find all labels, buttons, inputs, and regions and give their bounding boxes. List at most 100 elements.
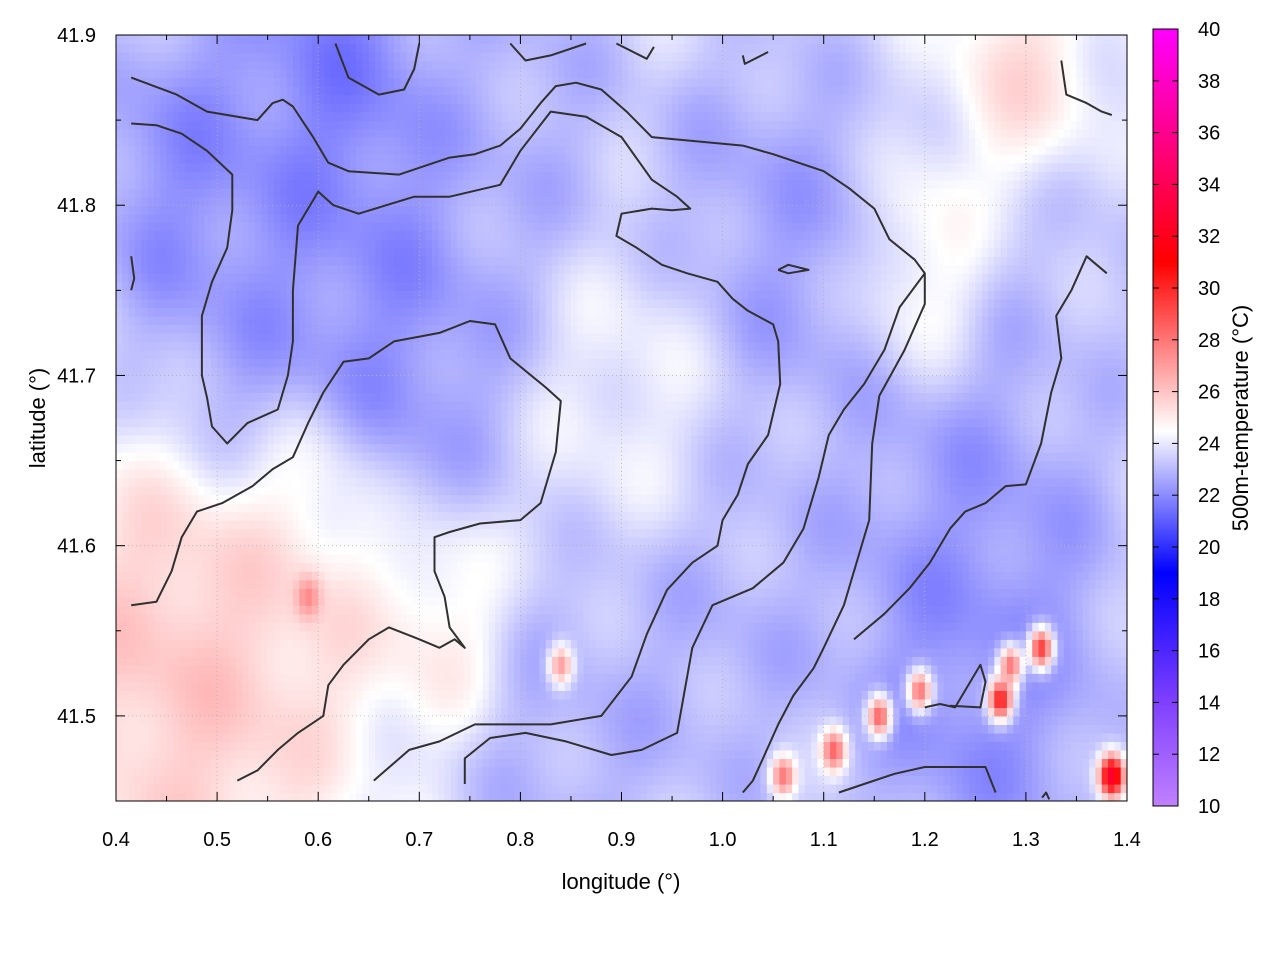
- heatmap-cell: [166, 715, 174, 725]
- heatmap-cell: [874, 741, 882, 751]
- heatmap-cell: [747, 630, 755, 640]
- heatmap-cell: [678, 758, 686, 768]
- heatmap-cell: [147, 630, 155, 640]
- heatmap-cell: [716, 613, 724, 623]
- heatmap-cell: [602, 630, 610, 640]
- heatmap-cell: [255, 639, 262, 649]
- heatmap-cell: [255, 698, 262, 708]
- heatmap-cell: [400, 681, 408, 691]
- heatmap-cell: [962, 622, 970, 632]
- heatmap-cell: [286, 639, 294, 649]
- heatmap-cell: [861, 537, 869, 547]
- heatmap-cell: [893, 741, 901, 751]
- heatmap-cell: [817, 766, 825, 777]
- heatmap-cell: [634, 766, 642, 777]
- heatmap-cell: [867, 732, 875, 743]
- heatmap-cell: [172, 639, 180, 649]
- heatmap-cell: [773, 605, 781, 615]
- heatmap-cell: [773, 758, 781, 768]
- heatmap-cell: [375, 596, 382, 606]
- heatmap-cell: [1101, 596, 1109, 606]
- heatmap-cell: [779, 562, 787, 572]
- heatmap-cell: [1006, 673, 1014, 683]
- heatmap-cell: [419, 596, 427, 606]
- heatmap-cell: [672, 630, 679, 640]
- heatmap-cell: [728, 596, 736, 606]
- heatmap-cell: [1051, 690, 1059, 700]
- heatmap-cell: [223, 545, 231, 555]
- heatmap-cell: [716, 698, 724, 708]
- heatmap-cell: [905, 545, 913, 555]
- heatmap-cell: [817, 605, 825, 615]
- heatmap-cell: [545, 562, 553, 572]
- heatmap-cell: [640, 656, 648, 666]
- heatmap-cell: [937, 758, 945, 768]
- heatmap-cell: [406, 588, 414, 598]
- heatmap-cell: [292, 545, 300, 555]
- heatmap-cell: [621, 775, 629, 785]
- heatmap-cell: [886, 690, 894, 700]
- heatmap-cell: [558, 613, 566, 623]
- heatmap-cell: [381, 545, 389, 555]
- heatmap-cell: [987, 647, 995, 657]
- heatmap-cell: [198, 571, 206, 581]
- heatmap-cell: [558, 664, 566, 674]
- heatmap-cell: [128, 758, 136, 768]
- heatmap-cell: [665, 622, 673, 632]
- heatmap-cell: [330, 766, 338, 777]
- heatmap-cell: [943, 656, 951, 666]
- heatmap-cell: [210, 647, 218, 657]
- heatmap-cell: [394, 690, 401, 700]
- heatmap-cell: [1038, 732, 1046, 743]
- heatmap-cell: [1019, 605, 1027, 615]
- heatmap-cell: [735, 639, 743, 649]
- heatmap-cell: [1051, 630, 1059, 640]
- heatmap-cell: [811, 715, 818, 725]
- heatmap-cell: [514, 630, 521, 640]
- heatmap-cell: [248, 724, 256, 734]
- heatmap-cell: [381, 681, 389, 691]
- heatmap-cell: [1025, 741, 1033, 751]
- heatmap-cell: [1057, 647, 1065, 657]
- heatmap-cell: [267, 537, 275, 547]
- heatmap-cell: [1032, 571, 1040, 581]
- heatmap-cell: [880, 579, 888, 589]
- heatmap-cell: [596, 690, 604, 700]
- heatmap-cell: [716, 707, 724, 717]
- heatmap-cell: [659, 647, 667, 657]
- heatmap-cell: [160, 698, 168, 708]
- heatmap-cell: [375, 766, 382, 777]
- heatmap-cell: [160, 537, 168, 547]
- heatmap-cell: [141, 783, 149, 794]
- heatmap-cell: [394, 673, 401, 683]
- heatmap-cell: [817, 630, 825, 640]
- heatmap-cell: [931, 775, 939, 785]
- heatmap-cell: [419, 775, 427, 785]
- heatmap-cell: [981, 622, 989, 632]
- heatmap-cell: [1070, 554, 1078, 564]
- heatmap-cell: [880, 605, 888, 615]
- heatmap-cell: [1101, 690, 1109, 700]
- heatmap-cell: [520, 724, 528, 734]
- heatmap-cell: [394, 775, 401, 785]
- heatmap-cell: [836, 749, 844, 760]
- heatmap-cell: [684, 647, 692, 657]
- heatmap-cell: [975, 732, 983, 743]
- heatmap-cell: [956, 673, 964, 683]
- heatmap-cell: [615, 792, 623, 801]
- heatmap-cell: [602, 622, 610, 632]
- heatmap-cell: [678, 775, 686, 785]
- heatmap-cell: [924, 749, 932, 760]
- heatmap-cell: [583, 647, 591, 657]
- heatmap-cell: [343, 630, 351, 640]
- heatmap-cell: [172, 783, 180, 794]
- heatmap-cell: [495, 749, 503, 760]
- heatmap-cell: [570, 707, 578, 717]
- heatmap-cell: [362, 537, 370, 547]
- heatmap-cell: [1057, 664, 1065, 674]
- heatmap-cell: [438, 605, 446, 615]
- heatmap-cell: [533, 554, 540, 564]
- heatmap-cell: [861, 571, 869, 581]
- heatmap-cell: [134, 656, 142, 666]
- heatmap-cell: [728, 630, 736, 640]
